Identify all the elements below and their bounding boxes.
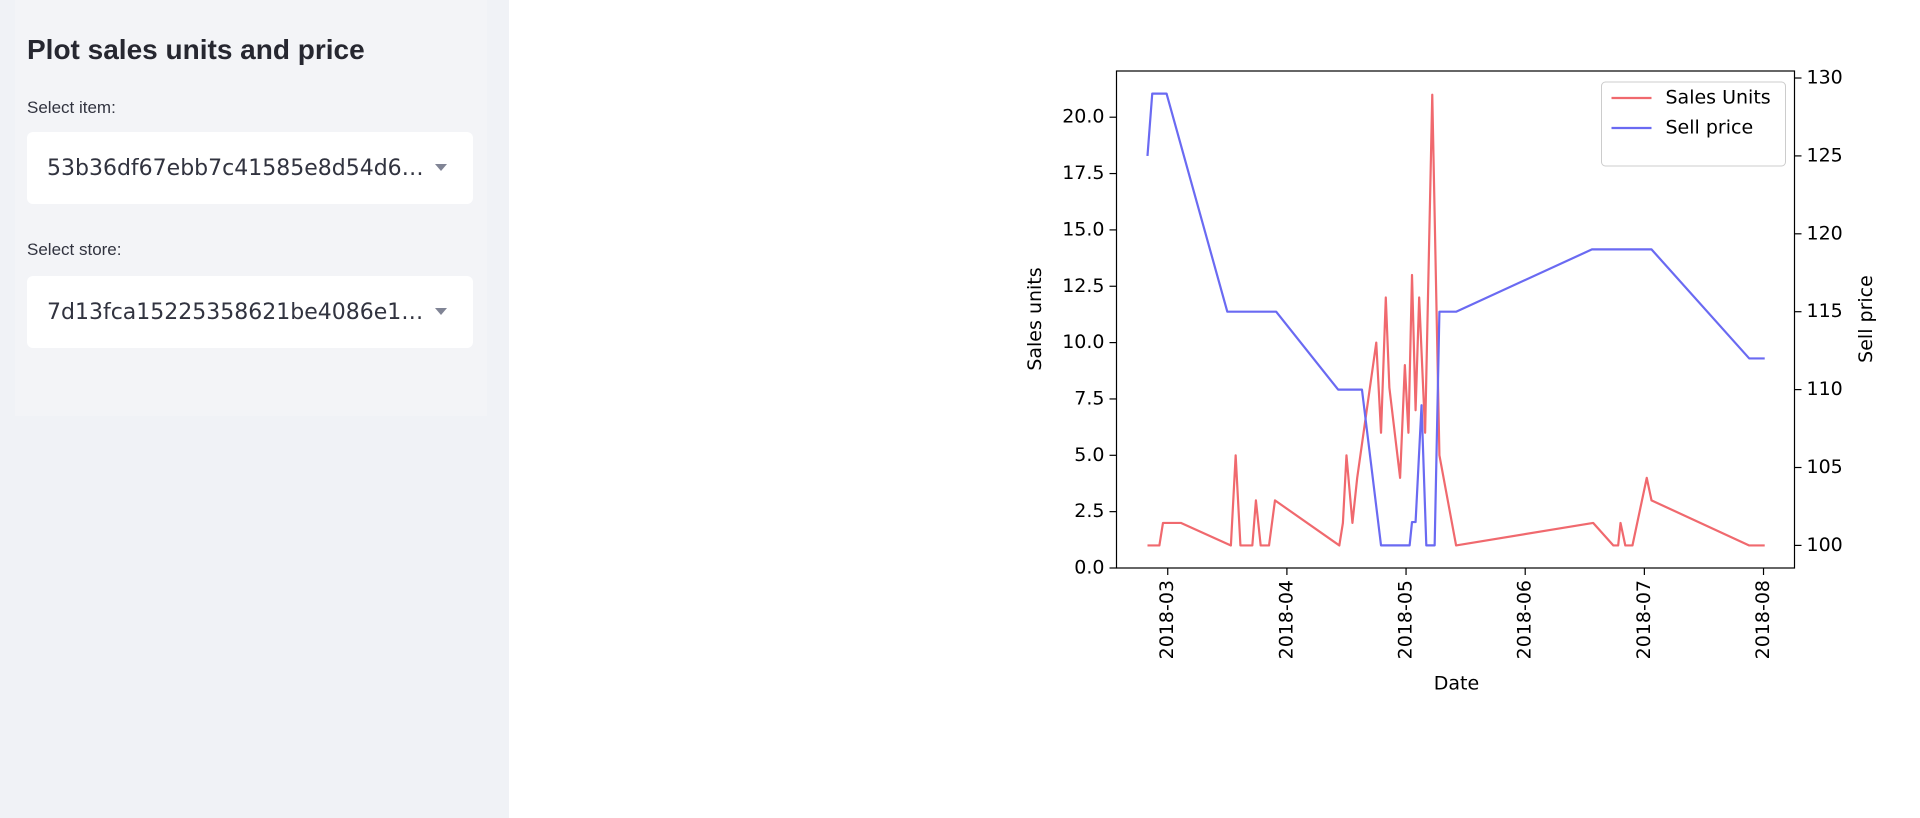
x-tick-label: 2018-03: [1156, 580, 1178, 659]
dropdown-arrow: [435, 308, 447, 315]
x-tick-label: 2018-05: [1395, 580, 1417, 659]
x-axis-label: Date: [1434, 673, 1479, 695]
chart: Date Sales units Sell price 2018-03 2018-…: [1024, 67, 1877, 695]
legend-label: Sales Units: [1666, 87, 1771, 109]
store-select[interactable]: 7d13fca15225358621be4086e1…: [27, 276, 473, 348]
y2-tick-label: 125: [1807, 144, 1843, 166]
x-tick-label: 2018-06: [1514, 580, 1536, 659]
y2-tick-label: 100: [1807, 534, 1843, 556]
y-tick-label: 12.5: [1062, 275, 1104, 297]
sidebar: Plot sales units and price Select item: …: [0, 0, 509, 818]
store-label: Select store:: [27, 240, 122, 259]
x-tick-label: 2018-04: [1275, 580, 1297, 659]
store-value: 7d13fca15225358621be4086e1…: [47, 300, 424, 325]
item-select[interactable]: 53b36df67ebb7c41585e8d54d6…: [27, 132, 473, 204]
y2-tick-label: 105: [1807, 456, 1843, 478]
y-tick-label: 15.0: [1062, 218, 1104, 240]
item-label: Select item:: [27, 98, 116, 117]
y-tick-label: 7.5: [1074, 387, 1104, 409]
y2-tick-label: 115: [1807, 300, 1843, 322]
y-tick-label: 20.0: [1062, 106, 1104, 128]
sidebar-title: Plot sales units and price: [27, 34, 365, 65]
legend-box: [1601, 81, 1786, 167]
y2-tick-label: 110: [1807, 378, 1843, 400]
y2-axis-label: Sell price: [1855, 275, 1877, 363]
series-line: [1146, 92, 1765, 547]
series-line: [1147, 93, 1765, 547]
item-value: 53b36df67ebb7c41585e8d54d6…: [47, 156, 424, 181]
y-tick-label: 10.0: [1062, 331, 1104, 353]
legend-label: Sell price: [1666, 117, 1754, 139]
x-tick-label: 2018-08: [1752, 580, 1774, 659]
y-tick-label: 5.0: [1074, 444, 1104, 466]
y-tick-label: 2.5: [1074, 500, 1104, 522]
y-tick-label: 17.5: [1062, 162, 1104, 184]
x-tick-label: 2018-07: [1633, 580, 1655, 659]
dropdown-arrow: [435, 164, 447, 171]
y-tick-label: 0.0: [1074, 557, 1104, 579]
y2-tick-label: 120: [1807, 222, 1843, 244]
y-axis-label: Sales units: [1024, 267, 1046, 370]
y2-tick-label: 130: [1807, 67, 1843, 89]
axes-frame: [1115, 70, 1796, 569]
